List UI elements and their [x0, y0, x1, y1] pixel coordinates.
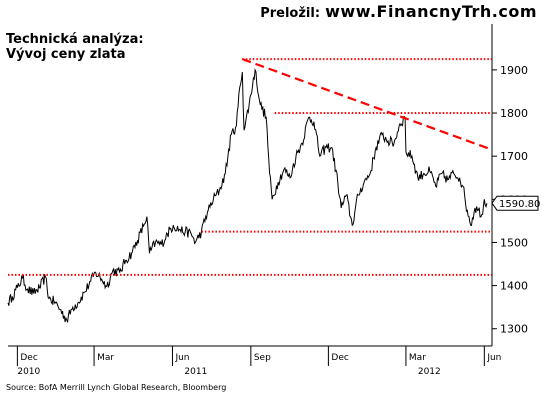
- translator-credit: Preložil: www.FinancnyTrh.com: [260, 2, 537, 21]
- series-layer: [7, 67, 488, 324]
- credit-url: www.FinancnyTrh.com: [325, 2, 537, 21]
- y-tick-label: 1800: [500, 107, 528, 120]
- y-tick-label: 1400: [500, 280, 528, 293]
- last-value-text: 1590.80: [499, 199, 540, 210]
- y-tick-label: 1300: [500, 323, 528, 336]
- annotation-layer: [8, 58, 493, 276]
- plot-frame: [8, 24, 493, 347]
- x-tick-label: Mar: [409, 353, 426, 363]
- x-tick-label: Dec: [331, 353, 348, 363]
- x-tick-label: Dec: [20, 353, 37, 363]
- chart-subtitle: Vývoj ceny zlata: [6, 47, 126, 62]
- y-tick-label: 1900: [500, 64, 528, 77]
- x-tick-label: Jun: [486, 353, 501, 363]
- chart-title: Technická analýza:: [6, 32, 144, 47]
- last-value-label: 1590.80: [491, 195, 540, 211]
- x-tick-label: Mar: [97, 353, 114, 363]
- price-series-line: [7, 67, 488, 324]
- source-note: Source: BofA Merrill Lynch Global Resear…: [6, 383, 227, 392]
- x-axis: Dec Mar Jun Sep Dec Mar Jun 2010 2011 2012: [16, 346, 501, 377]
- y-tick-label: 1700: [500, 150, 528, 163]
- x-tick-label: Sep: [254, 353, 271, 363]
- last-value-box: [491, 195, 539, 211]
- y-tick-label: 1500: [500, 236, 528, 249]
- chart-title-block: Technická analýza: Vývoj ceny zlata: [6, 32, 144, 62]
- x-year-label: 2011: [184, 367, 207, 377]
- x-year-label: 2010: [17, 367, 40, 377]
- x-tick-label: Jun: [174, 353, 189, 363]
- x-year-label: 2012: [418, 367, 441, 377]
- downtrend-line: [241, 58, 493, 151]
- credit-label: Preložil:: [260, 6, 321, 21]
